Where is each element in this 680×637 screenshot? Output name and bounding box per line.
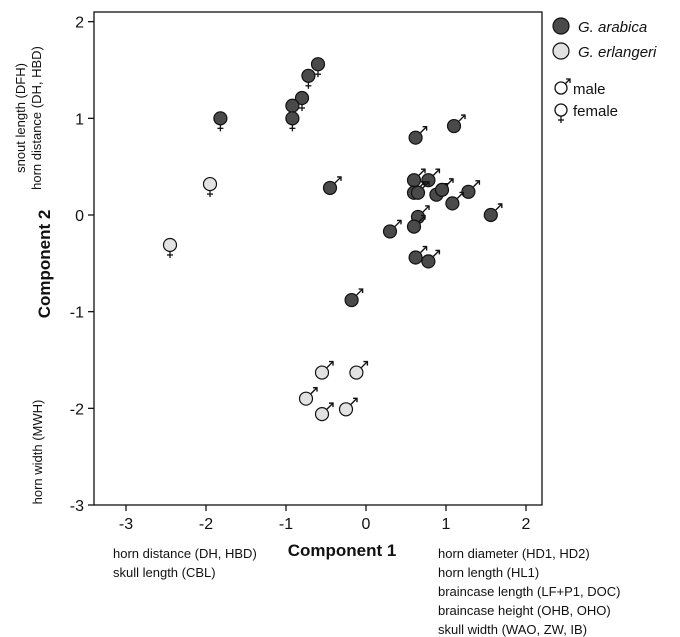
x-axis-title: Component 1 (288, 541, 397, 560)
data-point (338, 397, 358, 417)
legend-label-female: female (573, 103, 618, 120)
y-tick-label: 0 (75, 208, 84, 225)
plot-frame (93, 11, 543, 506)
legend-label-arabica: G. arabica (578, 19, 647, 36)
legend-label-male: male (573, 81, 606, 98)
x-annotation-right-line-4: braincase height (OHB, OHO) (438, 603, 611, 618)
x-tick-label: 0 (362, 516, 371, 533)
data-point (382, 219, 402, 239)
x-tick-label: 1 (442, 516, 451, 533)
y-annotation-top-line-2: horn distance (DH, HBD) (29, 46, 44, 190)
x-annotation-right-line-2: horn length (HL1) (438, 565, 539, 580)
y-tick-label: 1 (75, 111, 84, 128)
x-annotation-right-line-1: horn diameter (HD1, HD2) (438, 546, 590, 561)
y-axis-title: Component 2 (35, 210, 54, 319)
data-point (349, 360, 369, 380)
data-point (344, 288, 364, 308)
x-tick-label: -1 (279, 516, 293, 533)
female-symbol-icon (554, 103, 568, 123)
x-annotation-left-line-2: skull length (CBL) (113, 565, 216, 580)
legend-marker-erlangeri (552, 42, 570, 60)
data-point (408, 245, 428, 265)
data-points (162, 57, 503, 422)
data-point (310, 57, 326, 78)
data-point (446, 114, 466, 134)
y-annotation-top-line-1: snout length (DFH) (13, 63, 28, 173)
data-point (461, 180, 481, 199)
tick-labels: -3 -2 -1 0 1 2 2 1 0 -1 -2 -3 (70, 15, 531, 533)
data-point (298, 386, 318, 406)
data-point (406, 214, 426, 234)
data-point (314, 402, 334, 422)
data-point (162, 237, 178, 258)
data-point (445, 191, 465, 211)
legend-label-erlangeri: G. erlangeri (578, 44, 657, 61)
data-point (285, 111, 300, 132)
y-tick-label: -3 (70, 498, 84, 515)
data-point (322, 176, 342, 196)
x-tick-label: -3 (119, 516, 133, 533)
data-point (213, 111, 228, 132)
data-point (408, 125, 428, 145)
data-point (301, 68, 316, 89)
legend: G. arabica G. erlangeri male female (552, 17, 657, 123)
data-point (202, 176, 218, 198)
legend-marker-arabica (552, 17, 570, 35)
x-annotation-right-line-5: skull width (WAO, ZW, IB) (438, 622, 587, 637)
y-annotation-bottom-line-1: horn width (MWH) (30, 400, 45, 505)
x-annotation-left-line-1: horn distance (DH, HBD) (113, 546, 257, 561)
x-annotation-right-line-3: braincase length (LF+P1, DOC) (438, 584, 620, 599)
data-point (483, 203, 503, 223)
data-point (434, 178, 454, 197)
y-tick-label: -1 (70, 305, 84, 322)
y-tick-label: 2 (75, 15, 84, 32)
axes (88, 11, 543, 511)
data-point (421, 249, 441, 269)
data-point (294, 90, 310, 112)
x-tick-label: -2 (199, 516, 213, 533)
data-point (314, 360, 334, 380)
x-tick-label: 2 (522, 516, 531, 533)
male-symbol-icon (554, 78, 571, 95)
y-tick-label: -2 (70, 401, 84, 418)
data-point (410, 181, 430, 200)
